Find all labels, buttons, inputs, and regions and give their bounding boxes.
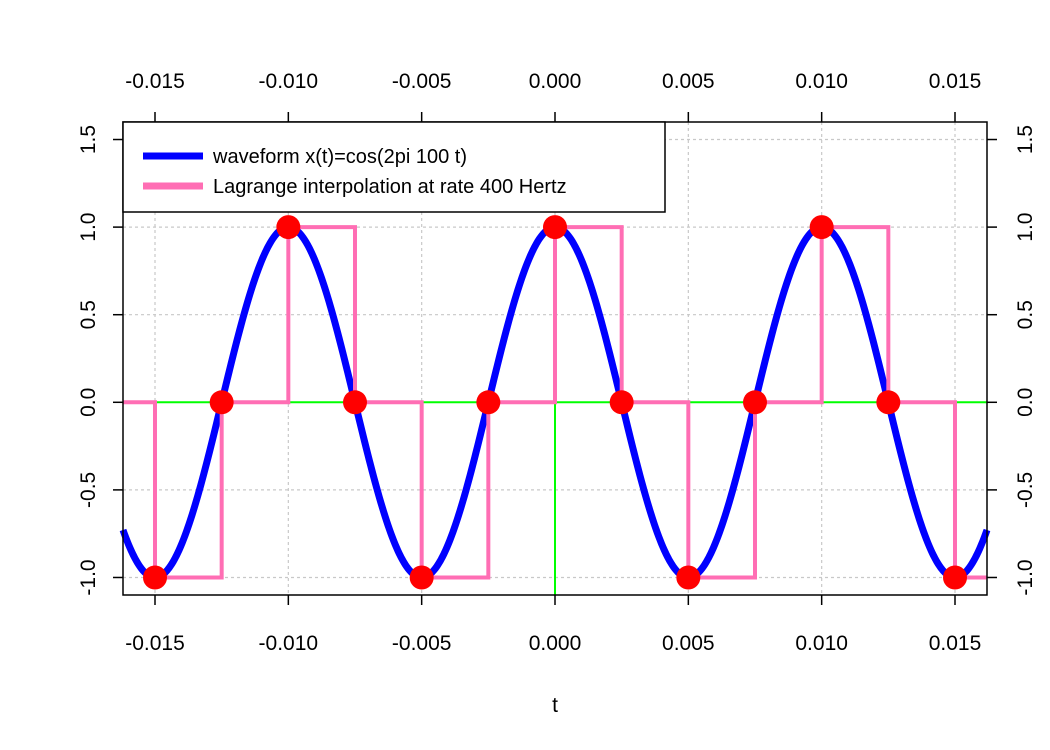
y-tick-label-left: 0.5 <box>77 300 100 329</box>
x-tick-label-top: 0.015 <box>929 70 982 93</box>
sample-point <box>676 565 701 590</box>
sample-point <box>743 390 767 415</box>
x-tick-label-top: -0.010 <box>259 70 319 93</box>
y-tick-label-right: -0.5 <box>1014 472 1037 508</box>
sample-point <box>476 390 501 415</box>
x-tick-label-bottom: -0.005 <box>392 632 452 655</box>
x-tick-label-top: -0.015 <box>125 70 185 93</box>
x-tick-label-top: 0.010 <box>795 70 848 93</box>
legend-box <box>122 121 666 213</box>
x-tick-label-bottom: -0.010 <box>259 632 319 655</box>
sample-point <box>609 390 634 415</box>
legend-label-waveform: waveform x(t)=cos(2pi 100 t) <box>212 146 467 168</box>
y-tick-label-left: 1.5 <box>77 125 100 154</box>
sample-point <box>543 215 567 240</box>
sample-point <box>876 390 901 415</box>
sample-points <box>143 215 967 590</box>
y-tick-label-right: -1.0 <box>1014 559 1037 595</box>
x-tick-label-bottom: 0.015 <box>929 632 982 655</box>
sample-point <box>143 565 167 590</box>
x-tick-label-top: 0.005 <box>662 70 715 93</box>
y-tick-label-left: 1.0 <box>77 213 100 242</box>
x-tick-label-bottom: 0.000 <box>529 632 582 655</box>
y-tick-label-left: 0.0 <box>77 388 100 417</box>
sample-point <box>276 215 301 240</box>
y-tick-label-right: 1.5 <box>1014 125 1037 154</box>
x-tick-label-top: 0.000 <box>529 70 582 93</box>
interpolation-series <box>123 225 987 580</box>
x-tick-label-bottom: 0.005 <box>662 632 715 655</box>
y-tick-label-right: 0.5 <box>1014 300 1037 329</box>
y-tick-label-left: -1.0 <box>77 559 100 595</box>
y-tick-label-right: 1.0 <box>1014 213 1037 242</box>
y-tick-label-left: -0.5 <box>77 472 100 508</box>
x-tick-label-bottom: 0.010 <box>795 632 848 655</box>
x-axis-title: t <box>552 694 558 717</box>
y-tick-label-right: 0.0 <box>1014 388 1037 417</box>
legend: waveform x(t)=cos(2pi 100 t) Lagrange in… <box>122 121 666 213</box>
sample-point <box>409 565 434 590</box>
x-tick-label-top: -0.005 <box>392 70 452 93</box>
legend-label-interpolation: Lagrange interpolation at rate 400 Hertz <box>213 176 567 198</box>
axis-ticks: -0.015-0.015-0.010-0.010-0.005-0.0050.00… <box>77 70 1037 655</box>
x-tick-label-bottom: -0.015 <box>125 632 185 655</box>
sample-point <box>809 215 834 240</box>
sample-point <box>943 565 967 590</box>
reference-lines <box>123 401 987 595</box>
interpolation-line <box>123 225 987 580</box>
sample-point <box>343 390 367 415</box>
sample-point <box>209 390 234 415</box>
